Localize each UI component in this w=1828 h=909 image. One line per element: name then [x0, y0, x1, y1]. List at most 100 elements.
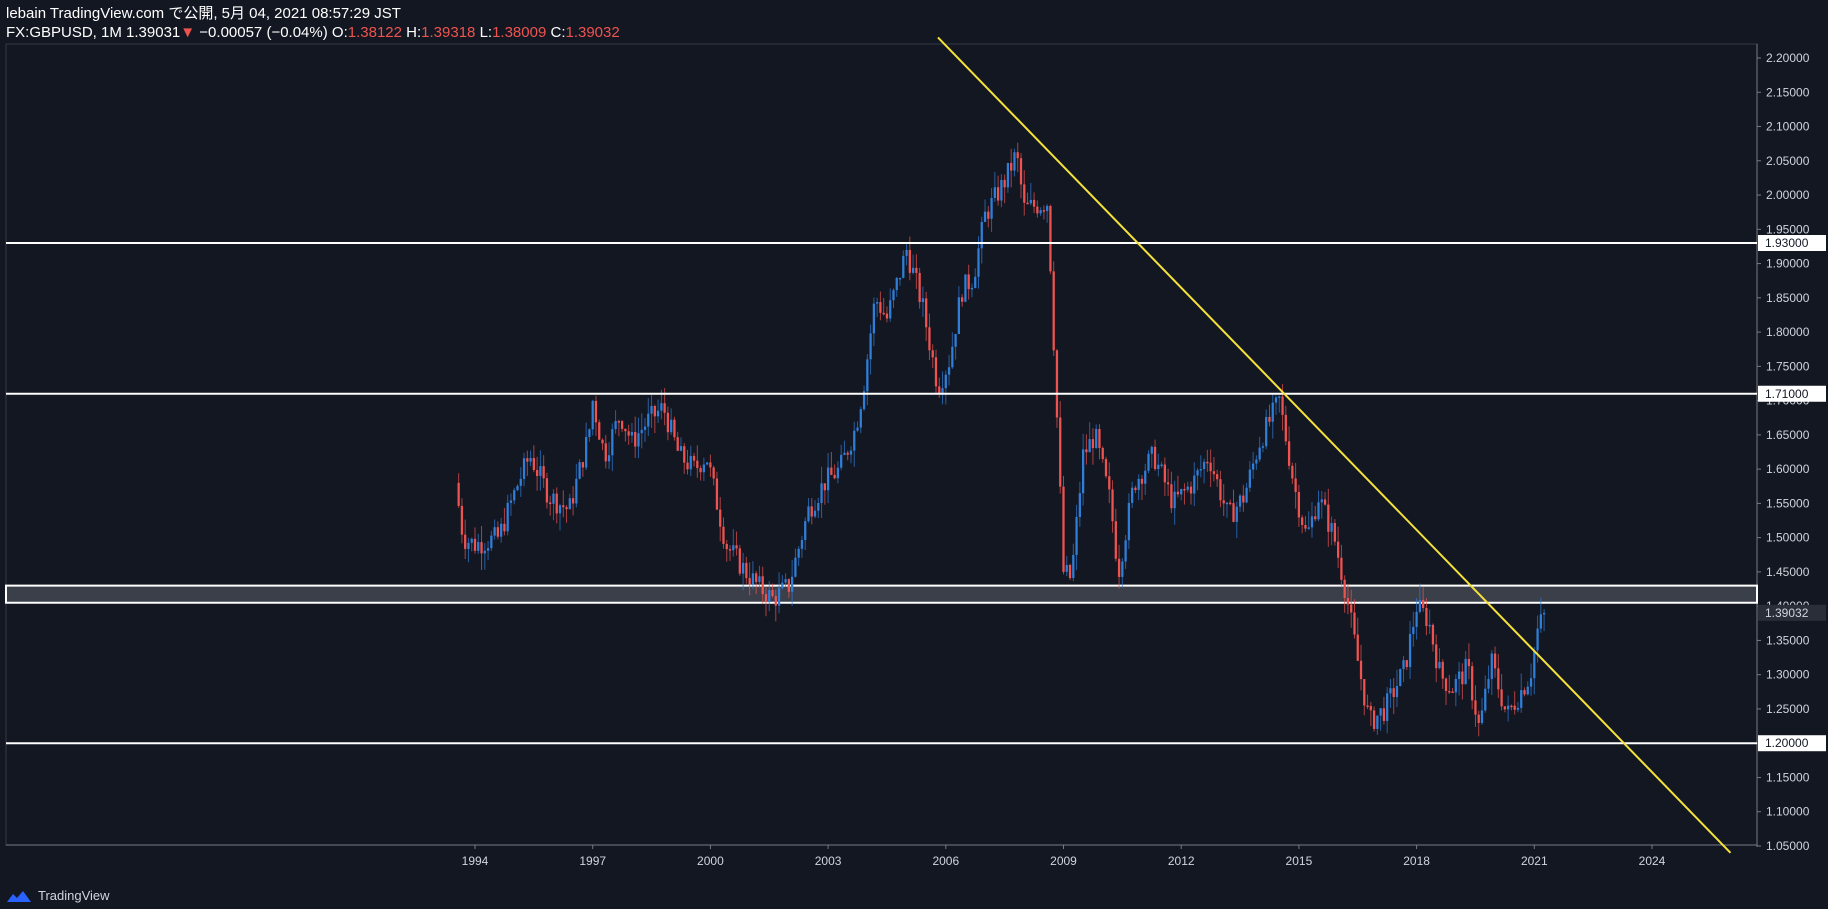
candle-body [856, 427, 859, 431]
candle-body [1386, 693, 1389, 721]
candle-body [1415, 611, 1418, 627]
candle-body [1271, 402, 1274, 422]
open-label: O: [331, 24, 348, 41]
candle-body [473, 538, 477, 551]
candle-body [1510, 705, 1513, 708]
candle-body [1032, 199, 1036, 207]
candle-body [1497, 668, 1500, 690]
candle-body [467, 542, 470, 549]
candle-body [679, 446, 683, 451]
candle-body [1157, 464, 1160, 469]
candle-body [643, 426, 647, 430]
candle-body [961, 297, 964, 302]
candle-body [516, 485, 519, 491]
candle-body [1353, 612, 1356, 635]
candle-body [490, 535, 493, 549]
candle-body [1153, 446, 1157, 469]
candle-body [1176, 491, 1180, 495]
candle-body [1209, 462, 1212, 472]
candle-body [1441, 661, 1444, 679]
candle-body [1444, 678, 1448, 692]
candle-body [1216, 474, 1219, 480]
candle-body [1412, 626, 1415, 634]
candle-body [1081, 449, 1085, 494]
candle-body [1346, 597, 1350, 605]
candle-body [1471, 666, 1474, 701]
candle-body [944, 374, 947, 389]
candle-body [1480, 710, 1484, 723]
close-label: C: [550, 24, 566, 41]
symbol-label[interactable]: FX:GBPUSD, 1M [6, 24, 122, 41]
candle-body [1428, 624, 1431, 627]
candle-body [1010, 162, 1013, 171]
candle-body [745, 562, 748, 579]
candle-body [1529, 678, 1533, 687]
candle-body [846, 452, 849, 455]
candle-body [663, 403, 666, 413]
candle-body [1114, 521, 1117, 559]
candle-body [532, 457, 535, 470]
candle-body [732, 545, 735, 551]
candle-body [722, 526, 725, 544]
candle-body [892, 290, 895, 301]
candle-body [1287, 441, 1291, 466]
candle-body [951, 346, 954, 368]
candle-body [1101, 447, 1104, 460]
x-tick-label: 2015 [1286, 854, 1313, 868]
candle-body [1340, 557, 1343, 580]
candle-body [1274, 397, 1278, 403]
candle-body [611, 429, 614, 456]
candle-body [1451, 691, 1454, 694]
high-value: 1.39318 [421, 24, 476, 41]
x-tick-label: 1997 [579, 854, 606, 868]
candle-body [1124, 540, 1127, 562]
candle-body [1258, 447, 1261, 460]
candle-body [715, 478, 719, 510]
level-price-tag [1758, 235, 1826, 252]
candle-body [1059, 417, 1062, 487]
candle-body [1095, 428, 1098, 448]
candle-body [1392, 688, 1395, 698]
candle-body [1075, 517, 1078, 555]
publish-line: lebain TradingView.com で公開, 5月 04, 2021 … [6, 5, 401, 22]
candle-body [771, 590, 774, 597]
candle-body [1173, 491, 1176, 509]
x-tick-label: 2006 [932, 854, 959, 868]
candle-body [980, 221, 983, 249]
candle-body [866, 359, 869, 392]
candle-body [1284, 414, 1287, 442]
candle-body [1457, 671, 1461, 679]
candle-body [1196, 470, 1199, 476]
candle-body [1336, 541, 1340, 558]
candle-body [496, 527, 500, 537]
candle-body [1402, 660, 1405, 670]
candle-body [689, 455, 692, 470]
candle-body [1317, 502, 1320, 520]
candle-body [696, 460, 699, 469]
candle-body [464, 534, 467, 549]
candle-body [1160, 464, 1163, 467]
candle-body [1520, 690, 1523, 708]
candle-body [539, 466, 542, 477]
candle-body [758, 576, 761, 583]
open-value: 1.38122 [347, 24, 402, 41]
candle-body [1147, 453, 1150, 471]
candle-body [911, 267, 915, 273]
candle-body [1333, 523, 1336, 542]
candle-body [755, 573, 758, 583]
candle-body [1389, 688, 1392, 694]
candle-body [457, 482, 460, 506]
candle-body [1055, 350, 1059, 418]
candle-body [1085, 449, 1088, 453]
candle-body [1212, 471, 1216, 475]
candle-body [529, 457, 532, 462]
candle-body [931, 350, 934, 358]
y-tick-label: 1.85000 [1766, 291, 1810, 305]
candle-body [1016, 152, 1019, 159]
footer-brand[interactable]: TradingView [38, 888, 110, 903]
candle-body [1477, 714, 1480, 723]
candle-body [509, 500, 513, 503]
candle-body [640, 429, 643, 434]
candle-body [1464, 658, 1467, 685]
